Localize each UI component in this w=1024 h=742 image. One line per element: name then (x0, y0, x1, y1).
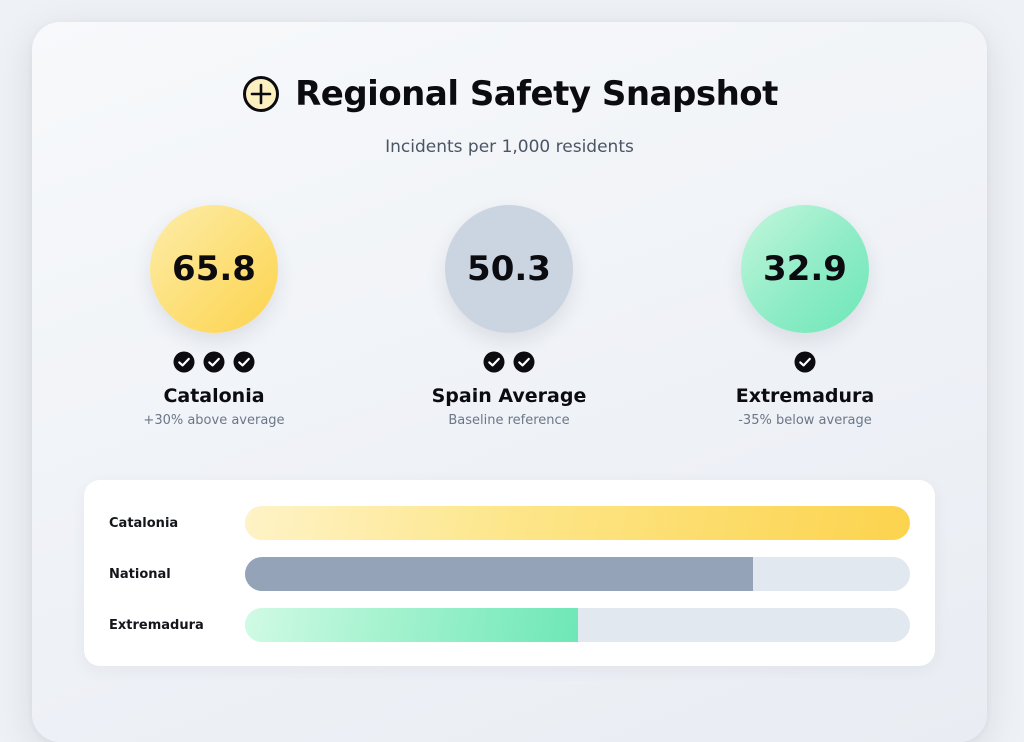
check-circle-icon (173, 351, 195, 373)
bar-track (245, 608, 910, 642)
stat-label: Spain Average (431, 385, 587, 407)
bar-row-catalonia: Catalonia (84, 506, 935, 540)
bar-label: Extremadura (109, 617, 204, 633)
stat-spain-average: 50.3 Spain Average Baseline reference (399, 205, 619, 428)
stat-label: Extremadura (735, 385, 875, 407)
stat-label: Catalonia (163, 385, 265, 407)
bar-row-national: National (84, 557, 935, 591)
bar-fill (245, 506, 910, 540)
check-circle-icon (233, 351, 255, 373)
check-circle-icon (203, 351, 225, 373)
comparison-bars-panel: Catalonia National Extremadura (84, 480, 935, 666)
bar-label: National (109, 566, 171, 582)
bar-row-extremadura: Extremadura (84, 608, 935, 642)
check-circle-icon (483, 351, 505, 373)
snapshot-card: Regional Safety Snapshot Incidents per 1… (32, 22, 987, 742)
bar-track (245, 506, 910, 540)
check-circle-icon (513, 351, 535, 373)
check-circle-icon (794, 351, 816, 373)
page-title: Regional Safety Snapshot (295, 74, 778, 114)
bar-fill (245, 608, 578, 642)
bar-track (245, 557, 910, 591)
stat-note: Baseline reference (448, 413, 570, 428)
check-rating (483, 351, 535, 373)
stat-value-circle: 32.9 (741, 205, 869, 333)
check-rating (794, 351, 816, 373)
bar-fill (245, 557, 754, 591)
stat-note: +30% above average (143, 413, 285, 428)
stat-catalonia: 65.8 Catalonia +30% above average (104, 205, 324, 428)
check-rating (173, 351, 255, 373)
header: Regional Safety Snapshot (32, 74, 987, 114)
stat-note: -35% below average (738, 413, 872, 428)
stat-value-circle: 50.3 (445, 205, 573, 333)
page-subtitle: Incidents per 1,000 residents (385, 137, 634, 157)
bar-label: Catalonia (109, 515, 179, 531)
plus-circle-icon (243, 76, 280, 112)
stat-extremadura: 32.9 Extremadura -35% below average (695, 205, 915, 428)
stat-value-circle: 65.8 (150, 205, 278, 333)
